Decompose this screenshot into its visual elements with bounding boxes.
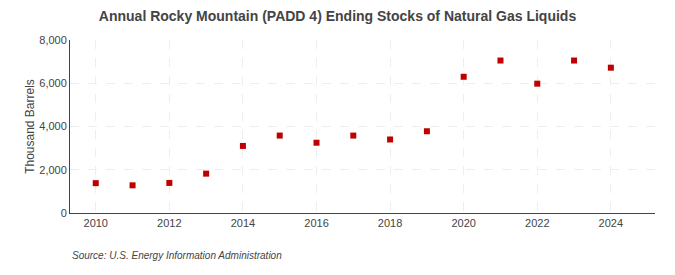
svg-text:4,000: 4,000 [39, 120, 67, 132]
svg-text:2010: 2010 [84, 217, 108, 229]
svg-text:6,000: 6,000 [39, 77, 67, 89]
svg-text:Annual Rocky Mountain (PADD 4): Annual Rocky Mountain (PADD 4) Ending St… [99, 8, 577, 24]
svg-text:8,000: 8,000 [39, 34, 67, 46]
svg-text:Source: U.S. Energy Informatio: Source: U.S. Energy Information Administ… [72, 250, 282, 261]
svg-text:2024: 2024 [599, 217, 623, 229]
svg-text:2022: 2022 [525, 217, 549, 229]
svg-text:0: 0 [61, 207, 67, 219]
svg-text:2018: 2018 [378, 217, 402, 229]
svg-text:2014: 2014 [231, 217, 255, 229]
svg-text:Thousand Barrels: Thousand Barrels [23, 79, 37, 174]
svg-text:2012: 2012 [157, 217, 181, 229]
svg-text:2016: 2016 [304, 217, 328, 229]
svg-text:2,000: 2,000 [39, 164, 67, 176]
svg-text:2020: 2020 [451, 217, 475, 229]
